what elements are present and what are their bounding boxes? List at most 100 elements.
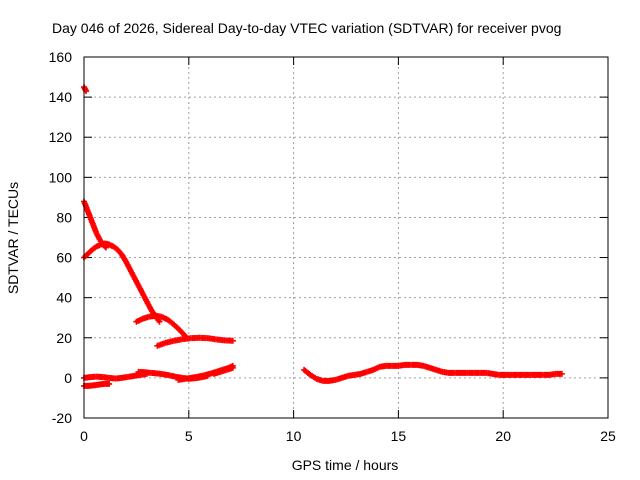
data-point-fill — [327, 377, 337, 384]
series-arc-outlier — [81, 84, 90, 95]
data-point-fill — [440, 369, 451, 376]
data-point-fill — [212, 369, 222, 377]
y-tick-label: 20 — [56, 330, 72, 346]
data-point-fill — [172, 322, 183, 333]
data-point-fill — [466, 369, 476, 376]
data-point-fill — [390, 362, 400, 369]
series-arc-d — [154, 334, 236, 349]
data-point-fill — [365, 367, 375, 375]
data-point-fill — [155, 370, 166, 378]
data-point — [106, 380, 113, 387]
data-point-fill — [107, 375, 117, 382]
data-point — [229, 364, 236, 371]
data-point-fill — [346, 372, 356, 379]
data-point-fill — [510, 371, 520, 378]
data-point-fill — [114, 375, 124, 382]
data-point-fill — [86, 247, 94, 256]
data-point-fill — [359, 369, 369, 377]
data-point-fill — [434, 367, 444, 375]
data-point-fill — [535, 371, 545, 378]
data-point-fill — [183, 375, 193, 382]
y-tick-label: 80 — [56, 209, 72, 225]
y-tick-label: 60 — [56, 250, 72, 266]
data-point-fill — [132, 372, 143, 379]
data-point-fill — [95, 373, 105, 380]
data-point-fill — [140, 292, 150, 304]
axis-ticks: 0 5 10 15 20 25 -20 0 20 40 60 80 100 120 140 160 — [49, 49, 616, 444]
data-point-fill — [107, 242, 115, 249]
data-point-fill — [334, 375, 344, 383]
data-point-fill — [485, 370, 495, 377]
y-axis-label: SDTVAR / TECUs — [5, 182, 21, 294]
data-point-fill — [516, 371, 526, 378]
data-point-fill — [378, 363, 388, 370]
data-point-fill — [100, 242, 108, 250]
data-point-fill — [396, 362, 407, 369]
data-point-fill — [302, 367, 313, 377]
data-point-fill — [160, 314, 170, 322]
data-point-fill — [82, 251, 90, 260]
data-point-fill — [168, 372, 178, 380]
data-point-fill — [497, 371, 507, 378]
data-point-fill — [90, 244, 99, 252]
data-point-fill — [120, 374, 130, 381]
data-point-fill — [111, 244, 120, 252]
data-point-fill — [162, 371, 172, 379]
data-point — [558, 370, 565, 377]
series-arc-i — [210, 364, 236, 377]
data-point-fill — [101, 374, 111, 381]
series-arc-f — [81, 380, 113, 389]
plot-frame — [83, 56, 609, 419]
data-points — [81, 84, 565, 389]
data-point-fill — [127, 268, 137, 280]
data-point-fill — [202, 371, 212, 379]
data-point-fill — [541, 371, 551, 378]
data-point-fill — [143, 369, 153, 376]
x-tick-label: 15 — [391, 428, 407, 444]
data-point-fill — [340, 373, 350, 381]
x-tick-label: 20 — [495, 428, 511, 444]
x-tick-label: 0 — [80, 428, 88, 444]
data-point-fill — [119, 252, 129, 264]
data-point-fill — [415, 362, 425, 369]
data-point-fill — [149, 308, 158, 318]
data-point-fill — [384, 362, 394, 369]
y-tick-label: 160 — [49, 49, 73, 65]
data-point-fill — [447, 369, 457, 376]
y-tick-label: 0 — [64, 370, 72, 386]
y-tick-label: 100 — [49, 169, 73, 185]
data-point-fill — [153, 312, 163, 320]
data-point — [103, 244, 110, 251]
data-point-fill — [428, 365, 438, 373]
data-point-fill — [94, 242, 103, 249]
data-point-fill — [225, 365, 235, 373]
data-point-fill — [522, 371, 532, 378]
data-point-fill — [176, 376, 187, 383]
data-point-fill — [126, 373, 136, 380]
series-arc-b — [81, 198, 110, 251]
data-point-fill — [147, 312, 157, 320]
data-point-fill — [409, 361, 419, 368]
y-tick-label: 120 — [49, 129, 73, 145]
data-point-fill — [94, 231, 102, 242]
data-point-fill — [88, 373, 99, 380]
data-point-fill — [352, 371, 363, 378]
data-point-fill — [166, 317, 176, 327]
data-point-fill — [141, 314, 151, 322]
data-point-fill — [491, 371, 501, 378]
series-arc-j — [301, 361, 565, 384]
x-tick-label: 10 — [286, 428, 302, 444]
data-point-fill — [189, 374, 199, 381]
chart-title: Day 046 of 2026, Sidereal Day-to-day VTE… — [52, 20, 561, 36]
data-point-fill — [472, 369, 482, 376]
data-point-fill — [218, 367, 228, 375]
data-point-fill — [123, 260, 133, 271]
data-point-fill — [132, 276, 141, 288]
x-tick-label: 25 — [600, 428, 616, 444]
data-point-fill — [547, 371, 558, 378]
y-tick-label: 140 — [49, 89, 73, 105]
data-point-fill — [144, 300, 154, 312]
data-point-fill — [503, 371, 514, 378]
data-point-fill — [149, 370, 159, 377]
data-point-fill — [308, 372, 319, 381]
